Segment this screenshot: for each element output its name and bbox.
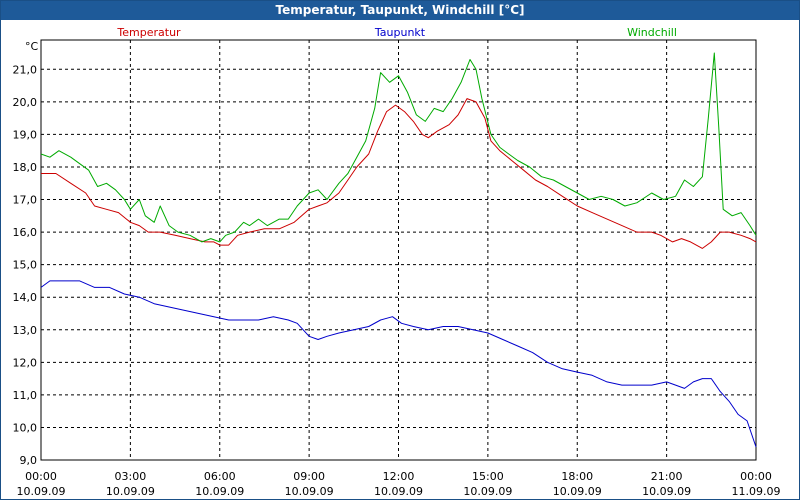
x-tick-time: 15:00 — [472, 470, 504, 483]
x-tick-date: 10.09.09 — [642, 485, 691, 498]
x-tick-time: 06:00 — [204, 470, 236, 483]
y-tick-label: 17,0 — [13, 194, 38, 207]
x-tick-date: 10.09.09 — [195, 485, 244, 498]
x-tick-date: 10.09.09 — [374, 485, 423, 498]
y-tick-label: 9,0 — [20, 454, 38, 467]
y-tick-label: 18,0 — [13, 161, 38, 174]
x-tick-time: 00:00 — [25, 470, 57, 483]
x-tick-date: 10.09.09 — [17, 485, 66, 498]
y-tick-label: 11,0 — [13, 389, 38, 402]
legend-temperatur: Temperatur — [116, 26, 181, 39]
y-tick-label: 10,0 — [13, 421, 38, 434]
x-tick-date: 10.09.09 — [285, 485, 334, 498]
y-tick-label: 16,0 — [13, 226, 38, 239]
x-tick-date: 10.09.09 — [553, 485, 602, 498]
series-line-temperatur — [41, 98, 757, 249]
y-tick-label: 14,0 — [13, 291, 38, 304]
x-tick-date: 10.09.09 — [463, 485, 512, 498]
x-tick-date: 10.09.09 — [106, 485, 155, 498]
x-tick-time: 09:00 — [293, 470, 325, 483]
x-tick-time: 03:00 — [115, 470, 147, 483]
x-tick-time: 21:00 — [651, 470, 683, 483]
y-tick-label: 21,0 — [13, 63, 38, 76]
x-tick-date: 11.09.09 — [732, 485, 781, 498]
x-axis-labels: 00:00 10.09.09 03:00 10.09.09 06:00 10.09.09 0… — [17, 470, 781, 498]
legend-windchill: Windchill — [627, 26, 677, 39]
y-tick-label: 13,0 — [13, 324, 38, 337]
y-tick-label: 19,0 — [13, 128, 38, 141]
series-lines — [40, 52, 757, 448]
y-tick-label: 15,0 — [13, 259, 38, 272]
x-tick-time: 18:00 — [561, 470, 593, 483]
y-tick-label: 20,0 — [13, 96, 38, 109]
y-tick-label: 12,0 — [13, 356, 38, 369]
legend-taupunkt: Taupunkt — [374, 26, 426, 39]
y-axis-unit: °C — [25, 40, 39, 53]
x-tick-time: 00:00 — [740, 470, 772, 483]
x-tick-time: 12:00 — [383, 470, 415, 483]
chart-title: Temperatur, Taupunkt, Windchill [°C] — [1, 1, 799, 20]
y-axis-labels: 9,0 10,0 11,0 12,0 13,0 14,0 15,0 16,0 17,0 18,0 1… — [13, 63, 38, 467]
series-line-windchill — [40, 52, 757, 243]
series-line-taupunkt — [40, 280, 757, 448]
